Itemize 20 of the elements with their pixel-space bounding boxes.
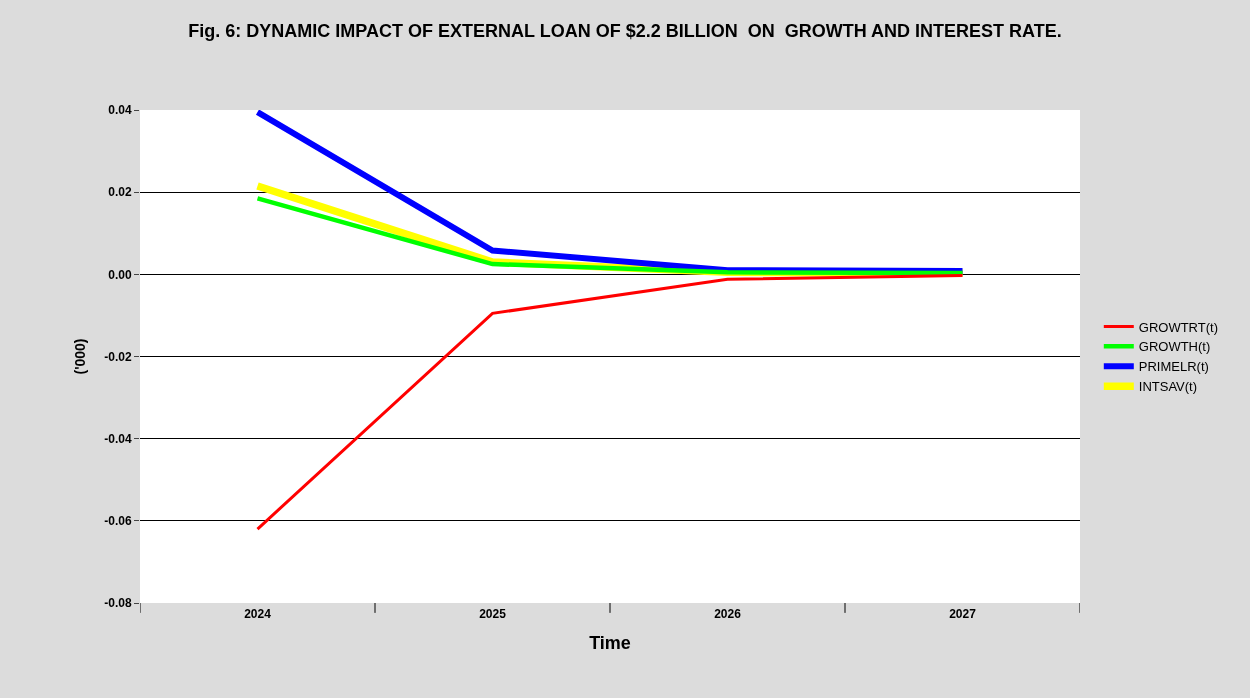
x-axis-title: Time bbox=[589, 632, 631, 653]
x-tick-label: 2025 bbox=[479, 607, 507, 622]
x-tick-label: 2024 bbox=[244, 607, 272, 622]
line-series bbox=[256, 274, 964, 531]
y-tick-label: 0.04 bbox=[108, 103, 132, 118]
y-axis-title: ('000) bbox=[71, 338, 88, 375]
y-tick-label: 0.00 bbox=[108, 267, 132, 282]
line-series bbox=[255, 196, 965, 276]
legend-label: GROWTH(t) bbox=[1138, 339, 1211, 355]
x-tick-label: 2026 bbox=[714, 607, 742, 622]
y-tick-label: -0.06 bbox=[104, 514, 132, 529]
x-tick-label: 2027 bbox=[949, 607, 977, 622]
legend-label: INTSAV(t) bbox=[1138, 379, 1198, 395]
legend-label: PRIMELR(t) bbox=[1138, 359, 1209, 375]
y-tick-label: -0.02 bbox=[104, 349, 132, 364]
chart-title: Fig. 6: DYNAMIC IMPACT OF EXTERNAL LOAN OF $2.2 BILLION ON GROWTH AND INTEREST RATE. bbox=[188, 21, 1062, 42]
y-tick-label: -0.04 bbox=[104, 431, 132, 446]
y-tick-label: -0.08 bbox=[104, 596, 132, 611]
y-tick-label: 0.02 bbox=[108, 185, 132, 200]
legend-label: GROWTRT(t) bbox=[1138, 319, 1218, 335]
